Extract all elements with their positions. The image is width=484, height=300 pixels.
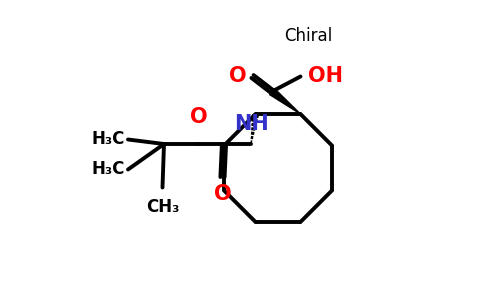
Polygon shape xyxy=(270,88,301,114)
Text: H₃C: H₃C xyxy=(91,130,124,148)
Text: O: O xyxy=(229,67,247,86)
Text: NH: NH xyxy=(234,115,268,134)
Text: CH₃: CH₃ xyxy=(146,198,179,216)
Text: H₃C: H₃C xyxy=(91,160,124,178)
Text: O: O xyxy=(214,184,231,205)
Text: O: O xyxy=(190,107,207,128)
Text: OH: OH xyxy=(308,67,343,86)
Text: Chiral: Chiral xyxy=(284,27,332,45)
